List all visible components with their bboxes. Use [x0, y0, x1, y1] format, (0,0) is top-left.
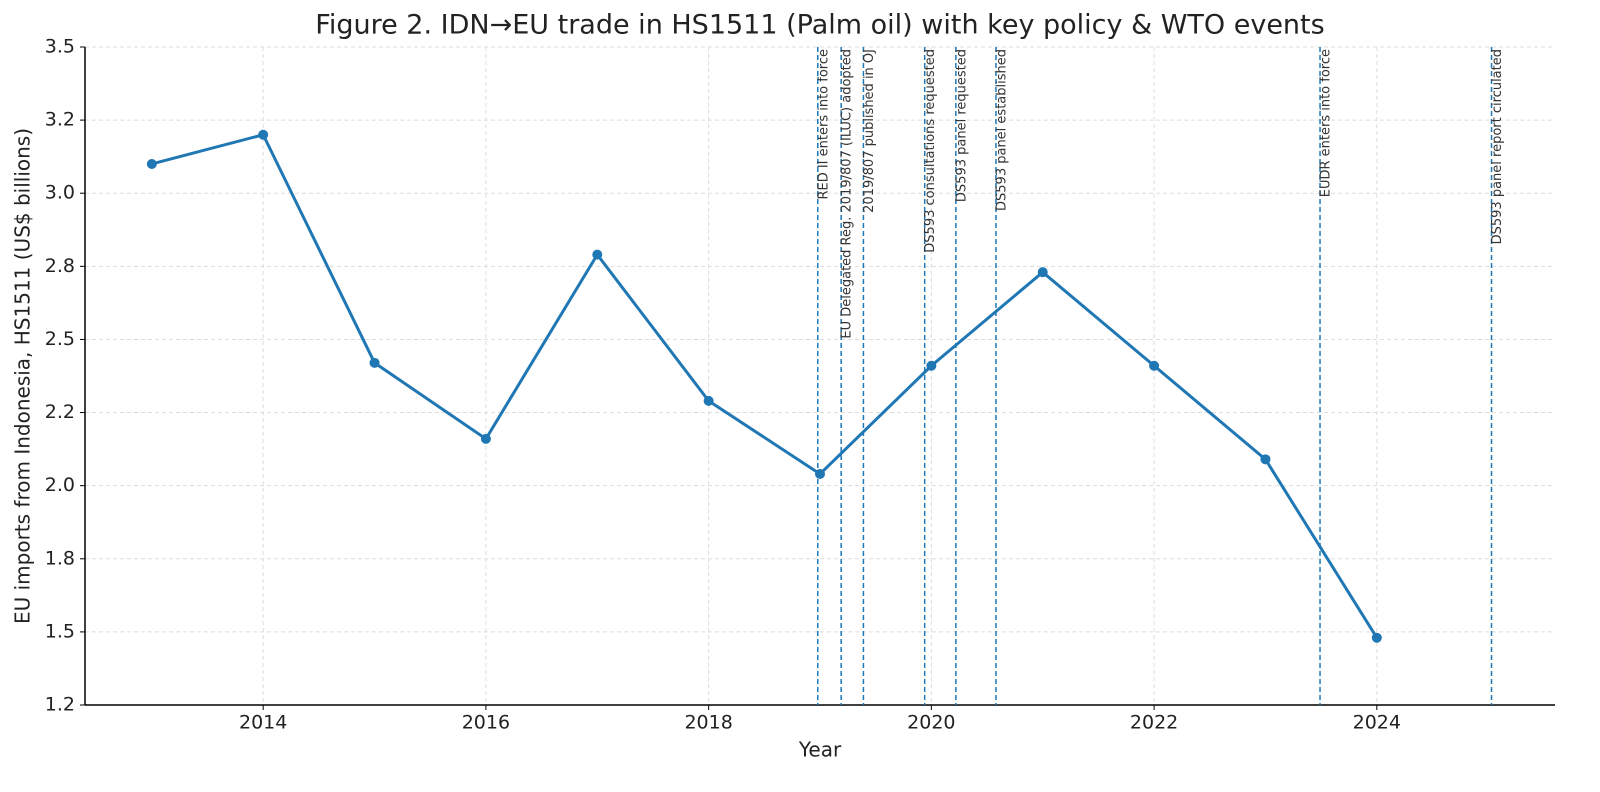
- data-point: [592, 249, 603, 260]
- data-point: [369, 357, 380, 368]
- y-tick-label: 1.2: [45, 694, 75, 716]
- y-tick-label: 2.8: [45, 255, 75, 277]
- data-point: [703, 395, 714, 406]
- data-point: [1037, 267, 1048, 278]
- y-tick-label: 1.8: [45, 547, 75, 569]
- event-label: DS593 panel requested: [954, 49, 969, 202]
- data-point: [1260, 454, 1271, 465]
- data-point: [258, 129, 269, 140]
- data-point: [815, 468, 825, 479]
- data-point: [926, 360, 937, 371]
- y-axis-label: EU imports from Indonesia, HS1511 (US$ b…: [11, 128, 35, 624]
- chart-title: Figure 2. IDN→EU trade in HS1511 (Palm o…: [315, 10, 1324, 41]
- data-point: [146, 158, 157, 169]
- y-tick-label: 2.2: [45, 401, 75, 423]
- y-tick-label: 1.5: [45, 620, 75, 642]
- x-tick-label: 2024: [1353, 712, 1401, 734]
- event-label: 2019/807 published in OJ: [862, 49, 877, 213]
- x-tick-label: 2018: [684, 712, 732, 734]
- data-point: [1371, 632, 1382, 643]
- data-point: [480, 433, 491, 444]
- event-label: RED II enters into force: [816, 49, 831, 200]
- y-tick-label: 2.0: [45, 474, 75, 496]
- x-tick-label: 2022: [1130, 712, 1178, 734]
- x-tick-label: 2016: [462, 712, 510, 734]
- x-tick-label: 2020: [907, 712, 955, 734]
- event-label: DS593 consultations requested: [923, 49, 938, 253]
- event-label: EUDR enters into force: [1319, 49, 1334, 197]
- event-label: DS593 panel report circulated: [1490, 49, 1505, 244]
- event-label: DS593 panel established: [994, 49, 1009, 211]
- data-point: [1149, 360, 1160, 371]
- event-label: EU Delegated Reg. 2019/807 (ILUC) adopte…: [840, 49, 855, 339]
- y-tick-label: 3.2: [45, 109, 75, 131]
- y-tick-label: 3.0: [45, 182, 75, 204]
- x-tick-label: 2014: [239, 712, 287, 734]
- y-tick-label: 3.5: [45, 36, 75, 58]
- series-line: [151, 132, 1379, 639]
- x-axis-label: Year: [798, 738, 842, 762]
- y-tick-label: 2.5: [45, 328, 75, 350]
